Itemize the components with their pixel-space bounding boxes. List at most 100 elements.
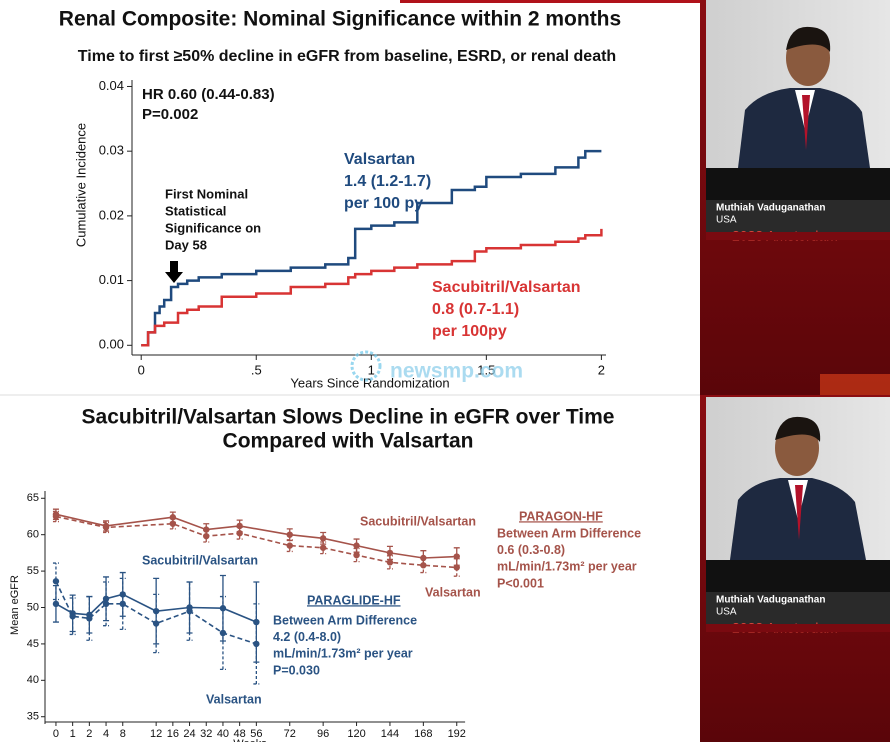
speaker-panel-2 bbox=[700, 395, 890, 742]
x-tick-label: 40 bbox=[217, 728, 229, 740]
series-line bbox=[55, 580, 257, 645]
point bbox=[253, 640, 260, 648]
y-axis-label: Cumulative Incidence bbox=[73, 123, 88, 247]
y-tick-label: 0.04 bbox=[99, 78, 124, 93]
y-tick-label: 0.00 bbox=[99, 337, 124, 352]
annotation-title: PARAGLIDE-HF bbox=[307, 593, 401, 607]
point bbox=[152, 620, 160, 627]
series-label: 1.4 (1.2-1.7) bbox=[344, 173, 431, 190]
x-tick-label: 1 bbox=[70, 728, 76, 740]
point bbox=[203, 526, 210, 533]
annotation-line: 4.2 (0.4-8.0) bbox=[273, 630, 341, 644]
slide-area bbox=[0, 0, 700, 742]
point bbox=[102, 524, 110, 531]
annotation: Day 58 bbox=[165, 237, 207, 252]
x-tick-label: 1.5 bbox=[477, 362, 495, 377]
x-tick-label: 0 bbox=[53, 728, 59, 740]
lectern bbox=[706, 168, 890, 200]
banner-mask bbox=[706, 232, 890, 240]
hazard-ratio: HR 0.60 (0.44-0.83) bbox=[142, 86, 275, 103]
error-bar bbox=[52, 562, 59, 601]
chart-subtitle: Time to first ≥50% decline in eGFR from … bbox=[78, 48, 616, 65]
series-label: Sacubitril/Valsartan bbox=[142, 553, 258, 567]
point bbox=[353, 542, 360, 549]
annotation-line: mL/min/1.73m² per year bbox=[497, 560, 637, 574]
speaker-hair bbox=[786, 26, 831, 52]
x-tick-label: 2 bbox=[598, 362, 605, 377]
point bbox=[319, 535, 327, 542]
point bbox=[353, 551, 360, 559]
x-tick-label: 2 bbox=[86, 728, 92, 740]
chart-1: Renal Composite: Nominal Significance wi… bbox=[59, 8, 621, 391]
x-tick-label: 56 bbox=[250, 728, 262, 740]
series-label: per 100 py bbox=[344, 195, 423, 212]
error-bar bbox=[186, 581, 193, 641]
banner-mask bbox=[706, 624, 890, 632]
point bbox=[386, 559, 394, 566]
y-tick-label: 35 bbox=[27, 711, 39, 723]
annotation-line: P=0.030 bbox=[273, 663, 320, 677]
y-tick-label: 0.02 bbox=[99, 207, 124, 222]
point bbox=[319, 544, 327, 551]
annotation: Significance on bbox=[165, 220, 261, 235]
point bbox=[420, 562, 427, 569]
name-bar bbox=[706, 592, 890, 626]
arrow bbox=[165, 261, 183, 283]
point bbox=[286, 542, 293, 549]
y-tick-label: 50 bbox=[27, 601, 39, 613]
x-tick-label: .5 bbox=[251, 362, 262, 377]
point bbox=[286, 531, 293, 538]
annotation: First Nominal bbox=[165, 186, 248, 201]
annotation-line: Between Arm Difference bbox=[497, 526, 641, 540]
chart-title: Sacubitril/Valsartan Slows Decline in eG… bbox=[82, 406, 615, 429]
y-tick-label: 40 bbox=[27, 674, 39, 686]
error-bar bbox=[153, 593, 160, 654]
series-label: Valsartan bbox=[344, 151, 415, 168]
annotation-line: Between Arm Difference bbox=[273, 613, 417, 627]
logo bbox=[820, 374, 890, 395]
y-tick-label: 55 bbox=[27, 565, 39, 577]
x-axis-label: Years Since Randomization bbox=[290, 375, 449, 390]
series-label: Valsartan bbox=[425, 585, 481, 599]
speaker-name: Muthiah Vaduganathan bbox=[716, 203, 825, 214]
point bbox=[52, 578, 60, 585]
speaker-country: USA bbox=[716, 215, 737, 226]
speaker-suit bbox=[738, 88, 870, 168]
x-tick-label: 72 bbox=[284, 728, 296, 740]
speaker-country: USA bbox=[716, 607, 737, 618]
point bbox=[236, 530, 243, 537]
x-tick-label: 96 bbox=[317, 728, 329, 740]
point bbox=[453, 564, 460, 571]
error-bar bbox=[69, 597, 76, 636]
p-value: P=0.002 bbox=[142, 106, 198, 123]
series-label: Valsartan bbox=[206, 692, 262, 706]
speaker-name: Muthiah Vaduganathan bbox=[716, 595, 825, 606]
x-tick-label: 32 bbox=[200, 728, 212, 740]
watermark: newsmp.com bbox=[390, 360, 523, 383]
y-tick-label: 45 bbox=[27, 638, 39, 650]
point bbox=[69, 613, 76, 620]
chart-2: Sacubitril/Valsartan Slows Decline in eG… bbox=[9, 406, 641, 742]
x-tick-label: 144 bbox=[381, 728, 399, 740]
y-tick-label: 0.01 bbox=[99, 272, 124, 287]
y-tick-label: 0.03 bbox=[99, 143, 124, 158]
series-line bbox=[141, 149, 602, 347]
error-bar bbox=[453, 558, 460, 577]
x-tick-label: 192 bbox=[448, 728, 466, 740]
top-strip bbox=[400, 0, 700, 3]
point bbox=[86, 615, 93, 622]
x-tick-label: 168 bbox=[414, 728, 432, 740]
y-tick-label: 60 bbox=[27, 529, 39, 541]
series-label: Sacubitril/Valsartan bbox=[432, 279, 581, 296]
point bbox=[102, 600, 110, 608]
speaker-panel-1 bbox=[700, 0, 890, 395]
y-tick-label: 65 bbox=[27, 492, 39, 504]
point bbox=[52, 513, 60, 520]
annotation-line: mL/min/1.73m² per year bbox=[273, 647, 413, 661]
x-tick-label: 4 bbox=[103, 728, 109, 740]
speaker-hair bbox=[775, 416, 821, 442]
series-label: per 100py bbox=[432, 323, 507, 340]
point bbox=[203, 532, 210, 540]
